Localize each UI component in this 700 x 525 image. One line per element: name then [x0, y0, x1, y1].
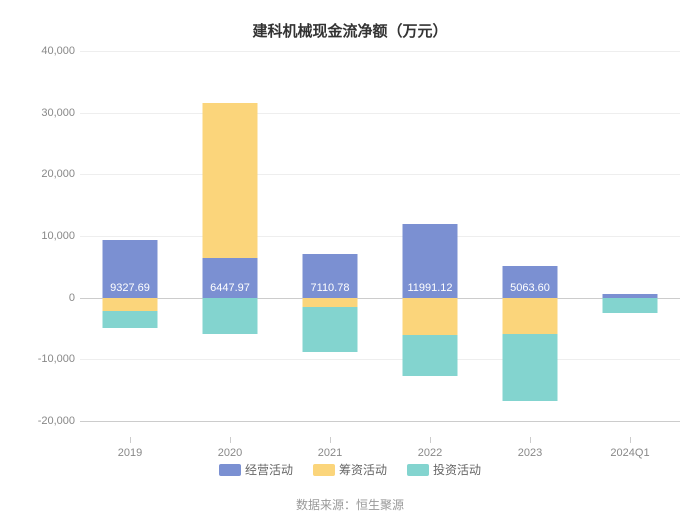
grid-line — [80, 359, 680, 360]
bar-financing — [103, 298, 158, 311]
bar-value-label: 5063.60 — [510, 282, 550, 294]
legend-swatch — [407, 464, 429, 476]
bar-group: 6447.97 — [203, 51, 258, 421]
bar-investing — [303, 307, 358, 352]
data-source-label: 数据来源：恒生聚源 — [30, 496, 670, 513]
bar-value-label: 11991.12 — [407, 282, 452, 294]
legend-label: 投资活动 — [433, 463, 481, 477]
x-tick-mark — [130, 437, 131, 443]
legend-label: 经营活动 — [245, 463, 293, 477]
bar-investing — [103, 311, 158, 329]
y-tick-label: 20,000 — [30, 168, 75, 180]
legend-item-operating[interactable]: 经营活动 — [219, 461, 293, 478]
bar-financing — [303, 298, 358, 307]
grid-line — [80, 174, 680, 175]
bar-financing — [503, 298, 558, 334]
legend-swatch — [219, 464, 241, 476]
bar-group: 7110.78 — [303, 51, 358, 421]
x-tick-label: 2020 — [218, 447, 242, 459]
bar-value-label: 6447.97 — [210, 282, 250, 294]
x-tick-label: 2023 — [518, 447, 542, 459]
x-tick-label: 2021 — [318, 447, 342, 459]
y-tick-label: -20,000 — [30, 415, 75, 427]
x-axis-line — [80, 421, 680, 422]
bar-group: 11991.12 — [403, 51, 458, 421]
legend-swatch — [313, 464, 335, 476]
x-tick-mark — [230, 437, 231, 443]
y-tick-label: -10,000 — [30, 353, 75, 365]
grid-line — [80, 113, 680, 114]
x-tick-label: 2024Q1 — [610, 447, 649, 459]
x-tick-mark — [430, 437, 431, 443]
bar-group: 5063.60 — [503, 51, 558, 421]
x-tick-mark — [630, 437, 631, 443]
bar-investing — [203, 298, 258, 334]
legend-label: 筹资活动 — [339, 463, 387, 477]
legend-item-investing[interactable]: 投资活动 — [407, 461, 481, 478]
chart-container: 建科机械现金流净额（万元） -20,000-10,000010,00020,00… — [0, 0, 700, 525]
y-tick-label: 30,000 — [30, 107, 75, 119]
legend: 经营活动 筹资活动 投资活动 — [30, 461, 670, 478]
grid-line — [80, 236, 680, 237]
x-tick-label: 2022 — [418, 447, 442, 459]
y-tick-label: 0 — [30, 292, 75, 304]
bar-group: 617.62 — [603, 51, 658, 421]
bar-financing — [403, 298, 458, 336]
bar-value-label: 7110.78 — [311, 282, 350, 294]
chart-title: 建科机械现金流净额（万元） — [30, 20, 670, 41]
grid-line — [80, 51, 680, 52]
x-tick-label: 2019 — [118, 447, 142, 459]
bar-value-label: 9327.69 — [110, 282, 150, 294]
bar-investing — [603, 298, 658, 313]
bar-group: 9327.69 — [103, 51, 158, 421]
plot-area: -20,000-10,000010,00020,00030,00040,000 … — [80, 51, 680, 421]
y-tick-label: 40,000 — [30, 45, 75, 57]
x-tick-mark — [330, 437, 331, 443]
axis-zero-line — [80, 298, 680, 299]
y-tick-label: 10,000 — [30, 230, 75, 242]
bar-investing — [503, 334, 558, 401]
legend-item-financing[interactable]: 筹资活动 — [313, 461, 387, 478]
bar-value-label: 617.62 — [613, 282, 647, 294]
bar-investing — [403, 335, 458, 376]
y-axis: -20,000-10,000010,00020,00030,00040,000 — [30, 51, 75, 421]
x-tick-mark — [530, 437, 531, 443]
bar-financing — [203, 103, 258, 258]
